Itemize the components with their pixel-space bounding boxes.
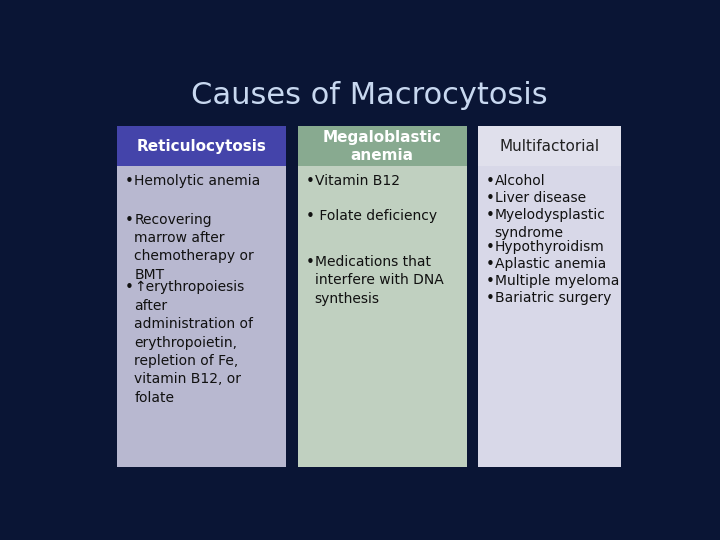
- Text: Hypothyroidism: Hypothyroidism: [495, 240, 604, 254]
- FancyBboxPatch shape: [297, 126, 467, 166]
- Text: •: •: [485, 191, 494, 206]
- Text: Causes of Macrocytosis: Causes of Macrocytosis: [191, 81, 547, 110]
- Text: Aplastic anemia: Aplastic anemia: [495, 257, 606, 271]
- Text: •: •: [125, 213, 134, 228]
- Text: Multiple myeloma: Multiple myeloma: [495, 274, 619, 288]
- Text: Vitamin B12: Vitamin B12: [315, 174, 400, 188]
- Text: Reticulocytosis: Reticulocytosis: [137, 139, 266, 154]
- Text: Medications that
interfere with DNA
synthesis: Medications that interfere with DNA synt…: [315, 255, 444, 306]
- FancyBboxPatch shape: [117, 166, 286, 467]
- Text: •: •: [485, 174, 494, 189]
- Text: •: •: [485, 274, 494, 289]
- Text: •: •: [125, 174, 134, 189]
- Text: ↑erythropoiesis
after
administration of
erythropoietin,
repletion of Fe,
vitamin: ↑erythropoiesis after administration of …: [134, 280, 253, 405]
- Text: •: •: [305, 255, 315, 270]
- FancyBboxPatch shape: [297, 166, 467, 467]
- Text: •: •: [485, 240, 494, 255]
- Text: •: •: [485, 257, 494, 272]
- Text: •: •: [305, 209, 315, 224]
- FancyBboxPatch shape: [117, 126, 286, 166]
- Text: Folate deficiency: Folate deficiency: [315, 209, 437, 223]
- Text: Megaloblastic
anemia: Megaloblastic anemia: [323, 130, 441, 163]
- FancyBboxPatch shape: [477, 126, 621, 166]
- Text: Recovering
marrow after
chemotherapy or
BMT: Recovering marrow after chemotherapy or …: [134, 213, 254, 282]
- Text: Alcohol: Alcohol: [495, 174, 545, 188]
- Text: Hemolytic anemia: Hemolytic anemia: [134, 174, 261, 188]
- Text: •: •: [485, 291, 494, 306]
- Text: Liver disease: Liver disease: [495, 191, 585, 205]
- Text: Myelodysplastic
syndrome: Myelodysplastic syndrome: [495, 208, 606, 240]
- FancyBboxPatch shape: [477, 166, 621, 467]
- Text: Bariatric surgery: Bariatric surgery: [495, 291, 611, 305]
- Text: •: •: [125, 280, 134, 295]
- Text: •: •: [305, 174, 315, 189]
- Text: Multifactorial: Multifactorial: [499, 139, 599, 154]
- Text: •: •: [485, 208, 494, 223]
